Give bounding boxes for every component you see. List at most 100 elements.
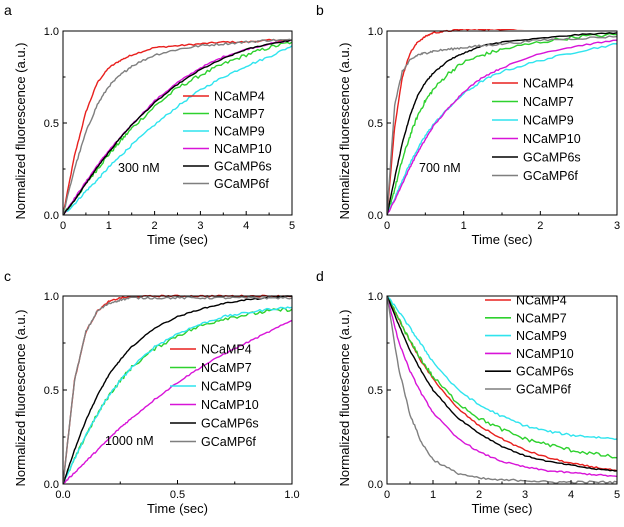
legend-entry: NCaMP4 <box>523 77 574 91</box>
legend-entry: NCaMP10 <box>201 398 259 412</box>
legend: NCaMP4 NCaMP7 NCaMP9 NCaMP10 GCaMP6s GCaMP6f <box>485 294 574 397</box>
panel-a: a 0 1 2 3 4 5 0.0 0.5 1.0 Time (sec) Normalized flu… <box>4 2 295 247</box>
legend-entry: NCaMP7 <box>201 361 252 375</box>
series-line-gcamp6s <box>387 32 617 215</box>
legend-entry: GCaMP6f <box>201 435 256 449</box>
series-line-gcamp6f <box>387 35 617 215</box>
y-axis-label: Normalized fluorescence (a.u.) <box>337 42 352 219</box>
x-axis-label: Time (sec) <box>472 232 533 247</box>
x-axis-label: Time (sec) <box>472 501 533 516</box>
y-tick-label: 1.0 <box>44 291 59 303</box>
plot-frame <box>62 295 293 485</box>
y-tick-label: 0.5 <box>368 118 383 130</box>
series-line-ncamp4 <box>63 294 292 484</box>
legend-entry: NCaMP9 <box>214 125 265 139</box>
legend-entry: NCaMP7 <box>523 95 574 109</box>
x-axis-label: Time (sec) <box>147 501 208 516</box>
legend-entry: GCaMP6f <box>523 169 578 183</box>
x-tick-label: 0 <box>384 220 390 232</box>
y-tick-label: 1.0 <box>44 26 59 38</box>
y-tick-label: 1.0 <box>368 26 383 38</box>
series-line-ncamp4 <box>387 295 617 472</box>
series-line-gcamp6s <box>63 295 292 484</box>
x-axis-label: Time (sec) <box>147 232 208 247</box>
x-tick-label: 0 <box>60 220 66 232</box>
traces <box>63 294 292 484</box>
x-tick-label: 0 <box>384 489 390 501</box>
panel-b: b 0 1 2 3 0.0 0.5 1.0 Time (sec) Normalized fluor… <box>316 2 620 247</box>
plot-frame <box>386 30 618 216</box>
panel-letter: a <box>4 2 12 18</box>
legend-entry: NCaMP9 <box>201 380 252 394</box>
panel-c: c 0.0 0.5 1.0 0.0 0.5 1.0 Time (sec) Normalized … <box>4 268 300 516</box>
legend: NCaMP4 NCaMP7 NCaMP9 NCaMP10 GCaMP6s GCaMP6f <box>183 90 272 191</box>
series-line-ncamp9 <box>387 295 617 441</box>
series-line-ncamp10 <box>387 295 617 478</box>
y-tick-label: 0.0 <box>368 210 383 222</box>
series-line-ncamp10 <box>387 39 617 215</box>
x-tick-label: 5 <box>614 489 620 501</box>
series-line-ncamp7 <box>387 32 617 215</box>
legend-entry: NCaMP10 <box>523 132 581 146</box>
traces <box>387 295 617 484</box>
legend-entry: NCaMP7 <box>214 107 265 121</box>
legend-entry: NCaMP10 <box>214 142 272 156</box>
legend-entry: GCaMP6f <box>214 177 269 191</box>
legend-entry: NCaMP10 <box>516 347 574 361</box>
x-tick-label: 1 <box>430 489 436 501</box>
y-tick-label: 0.0 <box>368 479 383 491</box>
legend-entry: NCaMP4 <box>214 90 265 104</box>
y-tick-label: 0.5 <box>44 385 59 397</box>
y-axis-label: Normalized fluorescence (a.u.) <box>13 309 28 486</box>
concentration-label: 700 nM <box>419 161 461 175</box>
panel-letter: b <box>316 2 324 18</box>
y-axis-label: Normalized fluorescence (a.u.) <box>337 309 352 486</box>
series-line-ncamp9 <box>63 45 292 215</box>
legend-entry: GCaMP6s <box>214 160 272 174</box>
legend-entry: NCaMP4 <box>201 343 252 357</box>
legend-entry: NCaMP9 <box>516 329 567 343</box>
traces <box>387 29 617 215</box>
traces <box>63 38 292 215</box>
concentration-label: 300 nM <box>118 161 160 175</box>
x-tick-label: 1 <box>106 220 112 232</box>
x-tick-label: 4 <box>568 489 574 501</box>
series-line-ncamp9 <box>387 42 617 215</box>
x-tick-label: 3 <box>614 220 620 232</box>
y-tick-label: 0.0 <box>44 210 59 222</box>
legend-entry: GCaMP6s <box>201 417 259 431</box>
y-tick-label: 0.0 <box>44 479 59 491</box>
x-tick-label: 1.0 <box>284 489 299 501</box>
series-line-gcamp6f <box>63 38 292 215</box>
x-tick-label: 0.5 <box>170 489 185 501</box>
x-tick-label: 2 <box>537 220 543 232</box>
legend-entry: GCaMP6s <box>523 151 581 165</box>
plot-frame <box>386 295 618 485</box>
x-tick-label: 1 <box>461 220 467 232</box>
y-tick-label: 0.5 <box>368 385 383 397</box>
series-line-gcamp6s <box>63 39 292 215</box>
legend: NCaMP4 NCaMP7 NCaMP9 NCaMP10 GCaMP6s GCaMP6f <box>492 77 581 183</box>
legend-entry: GCaMP6f <box>516 383 571 397</box>
series-line-ncamp7 <box>387 295 617 459</box>
series-line-gcamp6s <box>387 295 617 472</box>
series-line-ncamp4 <box>387 29 525 215</box>
x-tick-label: 3 <box>522 489 528 501</box>
legend-entry: GCaMP6s <box>516 365 574 379</box>
series-line-ncamp4 <box>63 38 292 215</box>
y-axis-label: Normalized fluorescence (a.u.) <box>13 42 28 219</box>
x-tick-label: 3 <box>197 220 203 232</box>
series-line-ncamp9 <box>63 306 292 484</box>
concentration-label: 1000 nM <box>105 434 154 448</box>
series-line-ncamp10 <box>63 319 292 484</box>
x-tick-label: 2 <box>476 489 482 501</box>
legend: NCaMP4 NCaMP7 NCaMP9 NCaMP10 GCaMP6s GCaMP6f <box>170 343 259 449</box>
x-tick-label: 5 <box>289 220 295 232</box>
legend-entry: NCaMP4 <box>516 294 567 308</box>
legend-entry: NCaMP9 <box>523 114 574 128</box>
panel-letter: d <box>316 268 324 284</box>
x-tick-label: 4 <box>243 220 249 232</box>
panel-d: d 0 1 2 3 4 5 0.0 0.5 1.0 Time (sec) Normalized flu… <box>316 268 620 516</box>
y-tick-label: 0.5 <box>44 118 59 130</box>
